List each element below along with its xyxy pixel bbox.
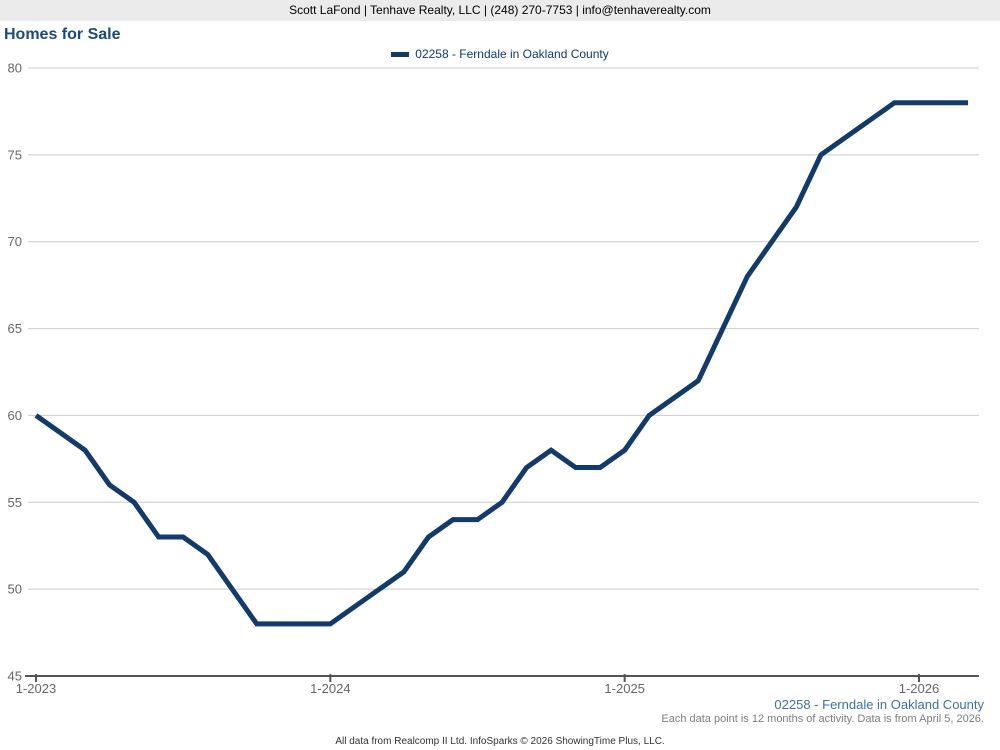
x-axis-label-1-2024: 1-2024 <box>310 681 350 696</box>
x-tick-1-2024 <box>329 674 332 682</box>
contact-header: Scott LaFond | Tenhave Realty, LLC | (24… <box>0 0 1000 21</box>
x-axis-label-1-2025: 1-2025 <box>604 681 644 696</box>
y-axis-label-75: 75 <box>8 147 22 162</box>
footer-series-label: 02258 - Ferndale in Oakland County <box>774 697 984 712</box>
page-title: Homes for Sale <box>4 26 121 43</box>
y-axis-label-60: 60 <box>8 408 22 423</box>
y-axis-label-55: 55 <box>8 495 22 510</box>
data-point-note: Each data point is 12 months of activity… <box>661 713 984 725</box>
x-axis-line <box>25 675 979 677</box>
x-axis-label-1-2023: 1-2023 <box>16 681 56 696</box>
legend-series-label: 02258 - Ferndale in Oakland County <box>415 47 609 61</box>
y-axis-label-70: 70 <box>8 234 22 249</box>
legend-line-swatch <box>391 51 410 57</box>
x-tick-1-2025 <box>623 674 626 682</box>
x-tick-1-2026 <box>918 674 920 682</box>
y-axis-label-50: 50 <box>8 582 22 597</box>
y-axis-label-65: 65 <box>8 321 22 336</box>
data-line-02258-ferndale-in-oakland-county <box>34 100 969 627</box>
y-axis-label-45: 45 <box>8 669 22 684</box>
chart-legend: 02258 - Ferndale in Oakland County <box>0 47 1000 61</box>
x-tick-1-2023 <box>35 674 37 682</box>
data-attribution: All data from Realcomp II Ltd. InfoSpark… <box>335 736 665 747</box>
x-axis-label-1-2026: 1-2026 <box>899 681 939 696</box>
y-axis-label-80: 80 <box>8 61 22 76</box>
